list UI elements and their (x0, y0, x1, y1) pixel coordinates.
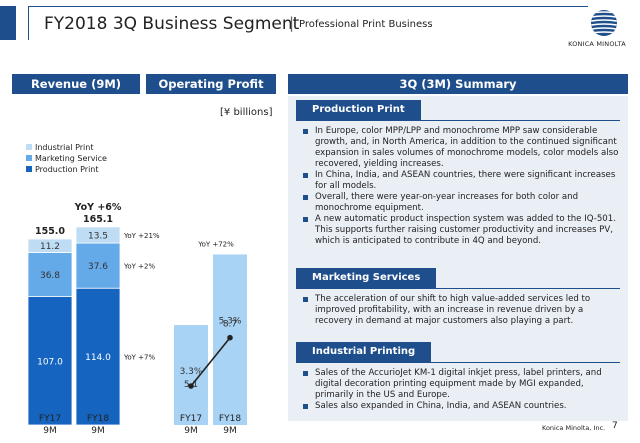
globe-logo-icon (591, 10, 617, 36)
title-accent-bar (0, 6, 16, 40)
data-label: 36.8 (40, 271, 60, 281)
data-label: 8.7 (223, 319, 237, 329)
margin-point (188, 383, 194, 389)
legend-swatch (26, 166, 32, 172)
operating-profit-panel-header: Operating Profit (9M) (146, 74, 276, 111)
list-item: The acceleration of our shift to high va… (302, 294, 622, 327)
section-divider (296, 120, 620, 121)
yoy-series-label: YoY +2% (123, 263, 155, 271)
logo-wordmark: KONICA MINOLTA (568, 40, 626, 48)
tick-label: 9M (184, 426, 198, 436)
data-label: 114.0 (85, 353, 111, 363)
section-tab-industrial-printing: Industrial Printing (296, 342, 432, 362)
bar-segment (27, 296, 73, 426)
yoy-series-label: YoY +7% (123, 354, 155, 362)
list-item: In Europe, color MPP/LPP and monochrome … (302, 126, 622, 170)
total-label: 155.0 (35, 226, 65, 237)
margin-line (190, 337, 231, 387)
tick-label: FY18 (219, 414, 241, 424)
tick-label: 9M (223, 426, 237, 436)
section-tab-marketing-services: Marketing Services (296, 268, 437, 288)
page-subtitle: Professional Print Business (299, 19, 433, 30)
yoy-series-label: YoY +21% (123, 232, 160, 240)
data-label: 11.2 (40, 242, 60, 252)
summary-panel: Production Print In Europe, color MPP/LP… (288, 96, 628, 421)
page-title: FY2018 3Q Business Segment (44, 14, 300, 34)
page-number: 7 (612, 421, 618, 431)
legend-swatch (26, 155, 32, 161)
tick-label: 9M (91, 426, 105, 436)
revenue-panel-header: Revenue (9M) (12, 74, 140, 94)
list-item: In China, India, and ASEAN countries, th… (302, 170, 622, 192)
bar-segment (75, 242, 121, 289)
bar (174, 325, 208, 425)
tick-label: FY18 (87, 414, 109, 424)
legend-label: Marketing Service (35, 154, 107, 163)
tick-label: FY17 (39, 414, 61, 424)
yoy-total-label: YoY +6% (74, 202, 122, 213)
section-body-marketing-services: The acceleration of our shift to high va… (302, 294, 622, 327)
title-bar: FY2018 3Q Business Segment | Professiona… (0, 0, 640, 52)
legend-label: Industrial Print (35, 143, 93, 152)
bar-segment (75, 226, 121, 244)
footer-company: Konica Minolta, Inc. (542, 424, 606, 432)
data-label: 37.6 (88, 262, 108, 272)
list-item: Sales also expanded in China, India, and… (302, 401, 622, 412)
data-label: 13.5 (88, 231, 108, 241)
margin-label: 3.3% (180, 367, 203, 377)
section-body-industrial-printing: Sales of the AccurioJet KM-1 digital ink… (302, 368, 622, 412)
section-tab-production-print: Production Print (296, 100, 421, 120)
title-separator: | (289, 14, 295, 32)
tick-label: FY17 (180, 414, 202, 424)
bar-segment (75, 287, 121, 426)
bar-segment (27, 238, 73, 253)
list-item: Sales of the AccurioJet KM-1 digital ink… (302, 368, 622, 401)
yoy-label: YoY +72% (197, 240, 234, 248)
unit-label: [¥ billions] (220, 107, 273, 118)
data-label: 107.0 (37, 357, 63, 367)
list-item: A new automatic product inspection syste… (302, 214, 622, 247)
section-body-production-print: In Europe, color MPP/LPP and monochrome … (302, 126, 622, 247)
section-divider (296, 362, 620, 363)
tick-label: 9M (43, 426, 57, 436)
legend-swatch (26, 144, 32, 150)
legend-label: Production Print (35, 165, 99, 174)
summary-panel-header: 3Q (3M) Summary (288, 74, 628, 94)
section-divider (296, 288, 620, 289)
title-frame (28, 6, 588, 40)
charts-area: Industrial Print Marketing Service Product… (26, 143, 247, 436)
list-item: Overall, there were year-on-year increas… (302, 192, 622, 214)
margin-point (227, 334, 233, 341)
margin-label: 5.3% (219, 317, 242, 327)
total-label: 165.1 (83, 214, 113, 225)
bar-segment (27, 252, 73, 298)
